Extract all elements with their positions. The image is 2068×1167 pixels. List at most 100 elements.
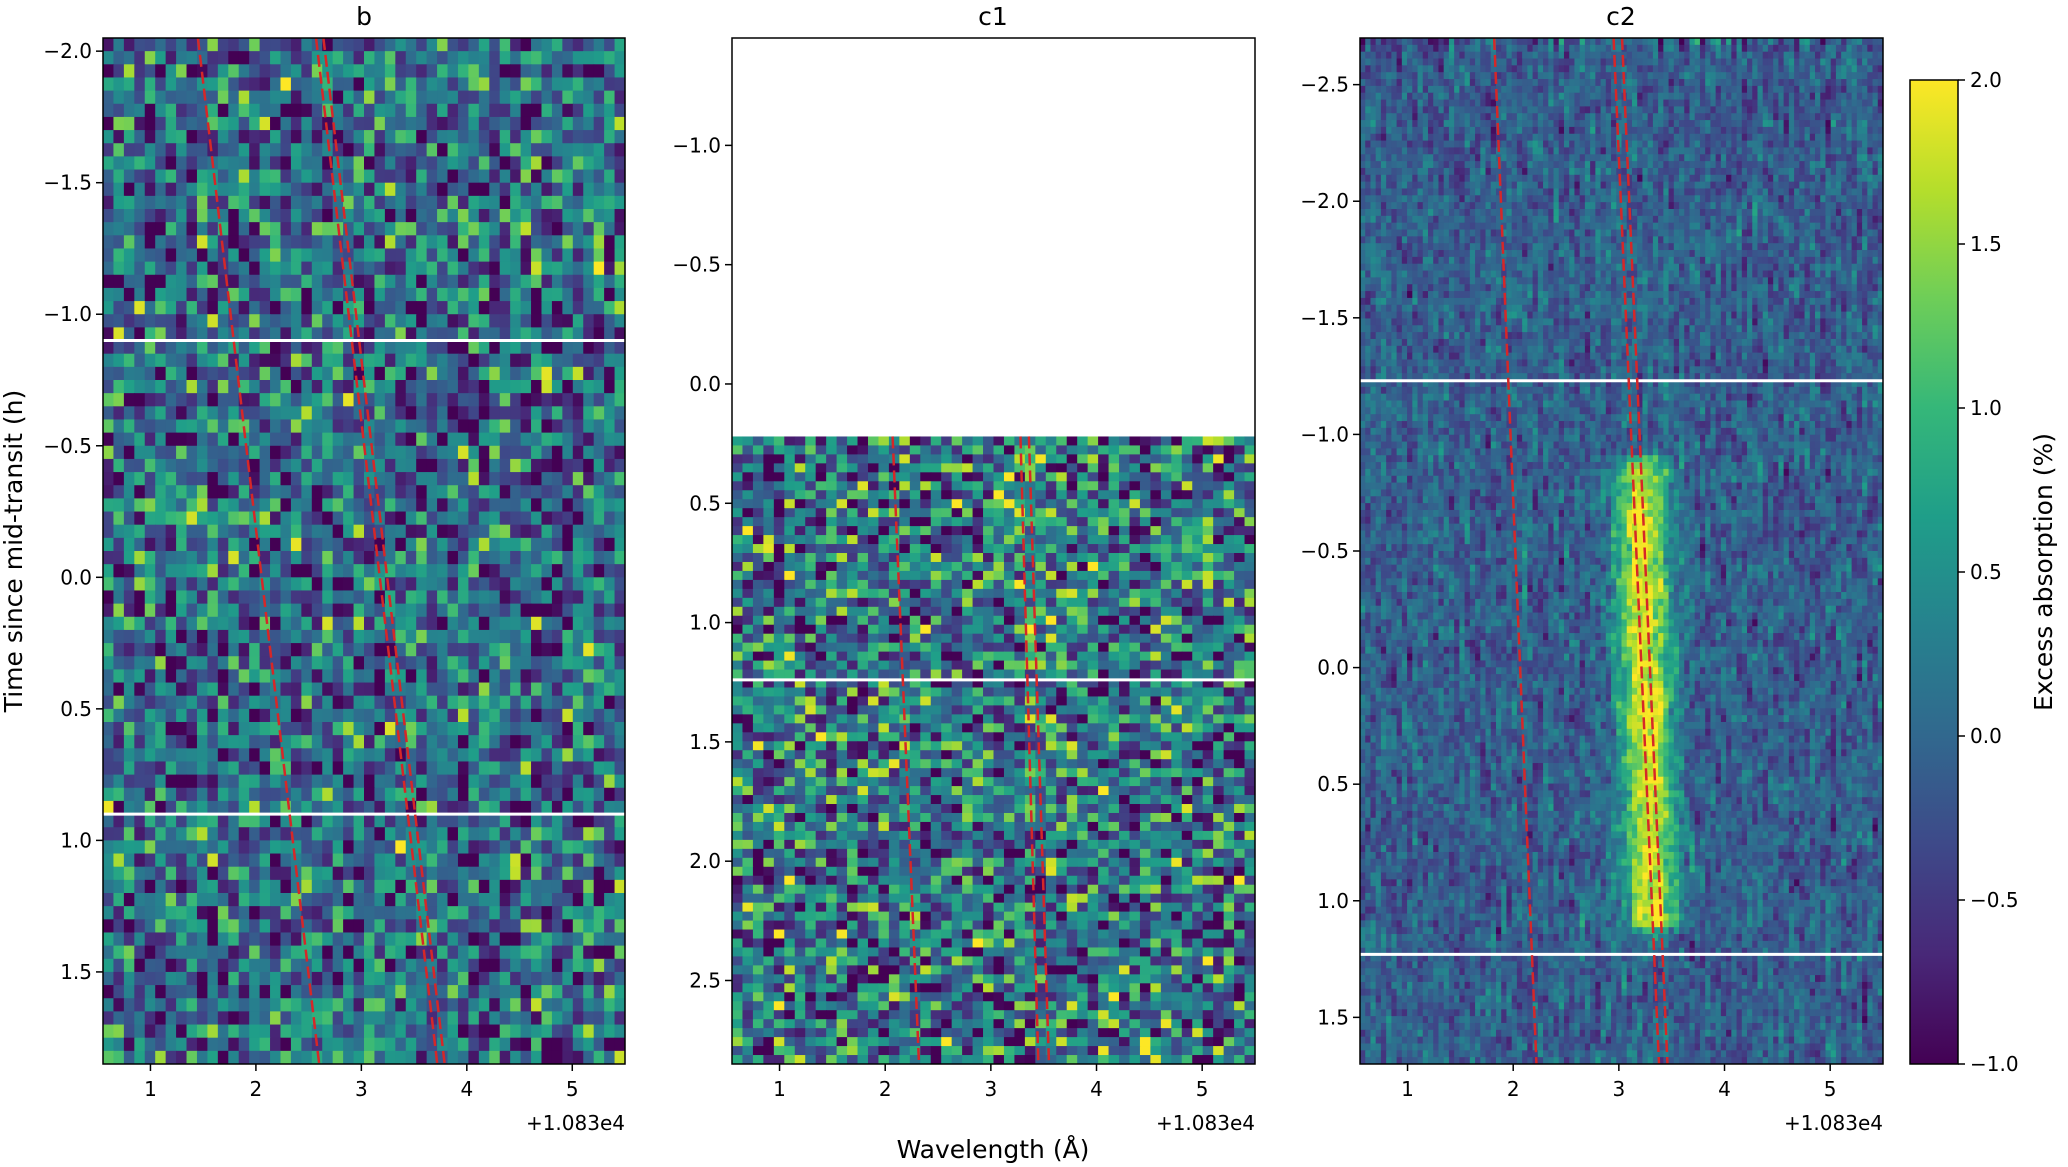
heatmap-cell bbox=[1129, 445, 1141, 455]
heatmap-cell bbox=[752, 597, 764, 608]
heatmap-cell bbox=[888, 436, 900, 447]
heatmap-cell bbox=[489, 827, 501, 841]
heatmap-cell bbox=[238, 314, 250, 328]
heatmap-cell bbox=[489, 340, 501, 355]
heatmap-cell bbox=[290, 103, 302, 118]
heatmap-cell bbox=[207, 485, 219, 499]
heatmap-cell bbox=[176, 879, 188, 894]
heatmap-cell bbox=[520, 287, 532, 302]
heatmap-cell bbox=[123, 314, 135, 328]
heatmap-cell bbox=[437, 616, 449, 631]
heatmap-cell bbox=[520, 314, 532, 328]
heatmap-cell bbox=[1003, 454, 1016, 464]
heatmap-cell bbox=[457, 195, 469, 210]
heatmap-cell bbox=[374, 906, 386, 920]
heatmap-cell bbox=[217, 1011, 229, 1026]
heatmap-cell bbox=[144, 682, 156, 697]
heatmap-cell bbox=[270, 722, 282, 736]
heatmap-cell bbox=[113, 893, 125, 907]
heatmap-cell bbox=[426, 51, 438, 65]
heatmap-cell bbox=[332, 90, 344, 105]
heatmap-cell bbox=[405, 1037, 417, 1052]
heatmap-cell bbox=[468, 695, 480, 710]
heatmap-cell bbox=[165, 629, 177, 644]
heatmap-cell bbox=[374, 682, 386, 697]
heatmap-cell bbox=[468, 853, 480, 868]
heatmap-cell bbox=[123, 458, 135, 473]
heatmap-cell bbox=[478, 708, 490, 723]
heatmap-cell bbox=[1234, 481, 1246, 491]
heatmap-cell bbox=[551, 301, 563, 315]
heatmap-cell bbox=[207, 564, 219, 578]
heatmap-cell bbox=[468, 524, 480, 539]
heatmap-cell bbox=[437, 603, 449, 618]
heatmap-cell bbox=[364, 195, 376, 210]
heatmap-cell bbox=[593, 998, 605, 1012]
heatmap-cell bbox=[1035, 445, 1047, 455]
heatmap-cell bbox=[290, 445, 302, 460]
heatmap-cell bbox=[815, 570, 827, 581]
heatmap-cell bbox=[562, 209, 574, 223]
heatmap-cell bbox=[217, 353, 229, 368]
heatmap-cell bbox=[983, 490, 995, 500]
heatmap-cell bbox=[176, 38, 188, 52]
heatmap-cell bbox=[951, 526, 963, 536]
heatmap-cell bbox=[899, 570, 911, 581]
heatmap-cell bbox=[165, 353, 177, 368]
heatmap-cell bbox=[520, 985, 532, 999]
heatmap-cell bbox=[217, 340, 229, 355]
heatmap-cell bbox=[1171, 472, 1183, 482]
heatmap-cell bbox=[510, 577, 522, 592]
heatmap-cell bbox=[290, 708, 302, 723]
heatmap-cell bbox=[447, 182, 459, 197]
heatmap-cell bbox=[920, 454, 932, 464]
heatmap-cell bbox=[290, 669, 302, 684]
heatmap-cell bbox=[447, 261, 459, 276]
heatmap-cell bbox=[784, 579, 796, 590]
heatmap-cell bbox=[457, 261, 469, 276]
heatmap-cell bbox=[1150, 597, 1162, 608]
heatmap-cell bbox=[878, 499, 890, 509]
heatmap-cell bbox=[993, 606, 1005, 617]
heatmap-cell bbox=[468, 787, 480, 802]
heatmap-cell bbox=[541, 393, 553, 407]
heatmap-cell bbox=[228, 130, 240, 144]
heatmap-cell bbox=[228, 827, 240, 841]
heatmap-cell bbox=[165, 603, 177, 618]
heatmap-cell bbox=[353, 761, 365, 776]
heatmap-cell bbox=[426, 1037, 438, 1052]
heatmap-cell bbox=[374, 919, 386, 934]
heatmap-cell bbox=[614, 629, 625, 644]
heatmap-cell bbox=[1244, 526, 1255, 536]
heatmap-cell bbox=[103, 1024, 115, 1039]
heatmap-cell bbox=[773, 490, 785, 500]
heatmap-cell bbox=[1014, 445, 1026, 455]
heatmap-cell bbox=[155, 103, 167, 118]
heatmap-cell bbox=[614, 419, 625, 434]
heatmap-cell bbox=[888, 615, 900, 626]
heatmap-cell bbox=[972, 570, 984, 581]
heatmap-cell bbox=[826, 499, 838, 509]
heatmap-cell bbox=[520, 90, 532, 105]
heatmap-cell bbox=[207, 366, 219, 381]
heatmap-cell bbox=[207, 182, 219, 197]
heatmap-cell bbox=[395, 235, 407, 250]
heatmap-cell bbox=[374, 669, 386, 684]
heatmap-cell bbox=[322, 209, 334, 223]
heatmap-cell bbox=[270, 209, 282, 223]
heatmap-cell bbox=[1056, 436, 1068, 447]
heatmap-cell bbox=[1077, 570, 1089, 581]
heatmap-cell bbox=[478, 985, 490, 999]
heatmap-cell bbox=[123, 1011, 135, 1026]
heatmap-cell bbox=[217, 498, 229, 513]
heatmap-cell bbox=[332, 722, 344, 736]
heatmap-cell bbox=[773, 499, 785, 509]
heatmap-cell bbox=[165, 51, 177, 65]
heatmap-cell bbox=[207, 222, 219, 236]
heatmap-cell bbox=[123, 814, 135, 828]
heatmap-cell bbox=[499, 1011, 511, 1026]
heatmap-cell bbox=[426, 577, 438, 592]
heatmap-cell bbox=[773, 436, 785, 447]
heatmap-cell bbox=[123, 524, 135, 539]
heatmap-cell bbox=[1139, 561, 1151, 572]
